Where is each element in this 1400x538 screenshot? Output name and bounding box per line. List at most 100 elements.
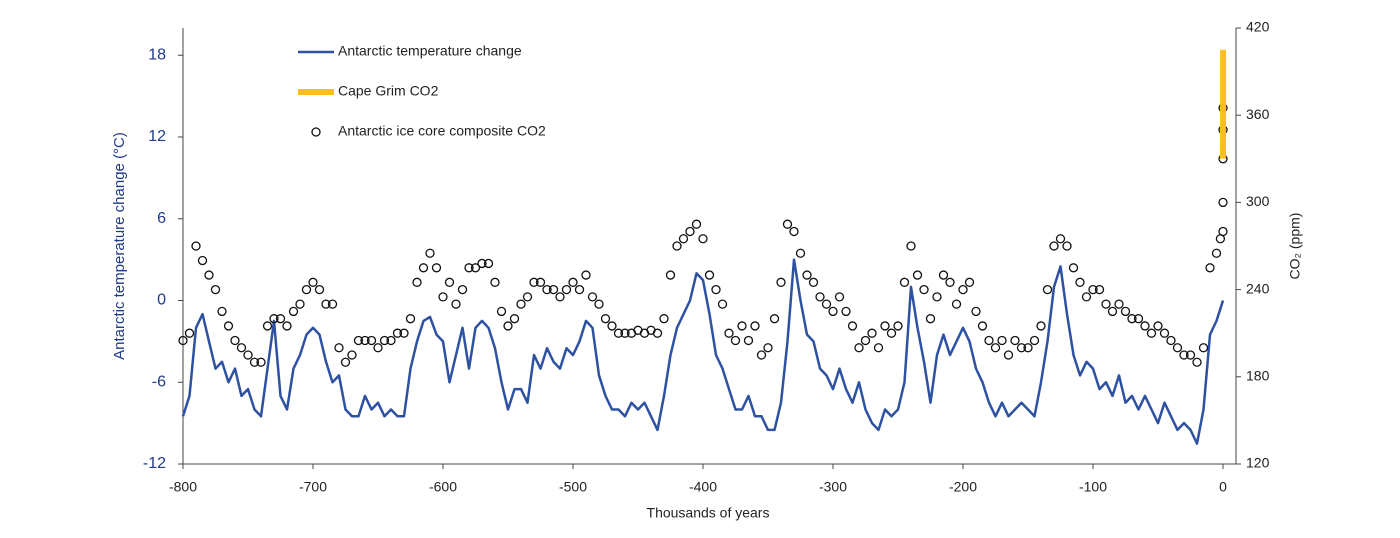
co2-marker bbox=[470, 263, 481, 273]
y-tick-label: 18 bbox=[148, 46, 166, 63]
co2-marker bbox=[665, 270, 676, 280]
co2-marker bbox=[516, 299, 526, 309]
temperature-line bbox=[181, 258, 1225, 445]
co2-marker bbox=[1101, 299, 1111, 309]
co2-marker bbox=[314, 284, 325, 295]
co2-marker bbox=[223, 321, 234, 331]
co2-marker bbox=[698, 234, 708, 244]
co2-marker bbox=[1010, 335, 1020, 346]
co2-marker bbox=[763, 343, 773, 353]
co2-marker bbox=[399, 328, 409, 338]
co2-marker bbox=[230, 335, 240, 346]
co2-marker bbox=[886, 328, 897, 338]
co2-marker bbox=[1153, 321, 1163, 331]
co2-marker bbox=[321, 299, 331, 309]
co2-marker bbox=[1205, 263, 1215, 273]
co2-marker bbox=[1218, 226, 1228, 237]
co2-marker bbox=[912, 270, 923, 280]
co2-marker bbox=[1159, 328, 1170, 338]
co2-marker bbox=[782, 219, 793, 229]
co2-marker bbox=[919, 284, 929, 295]
co2-marker bbox=[405, 314, 416, 324]
co2-marker bbox=[295, 299, 305, 309]
co2-marker bbox=[379, 335, 390, 346]
co2-marker bbox=[1166, 335, 1176, 346]
co2-marker bbox=[496, 306, 507, 317]
co2-marker bbox=[282, 321, 292, 331]
co2-marker bbox=[204, 270, 214, 280]
y-tick-label: -12 bbox=[143, 455, 166, 472]
co2-marker bbox=[301, 284, 312, 295]
co2-marker bbox=[269, 314, 279, 324]
x-tick-label: -500 bbox=[559, 479, 587, 495]
x-tick-label: -300 bbox=[819, 479, 847, 495]
co2-marker bbox=[1107, 306, 1118, 317]
co2-marker bbox=[1185, 350, 1196, 360]
co2-marker bbox=[568, 277, 578, 287]
x-tick-label: -600 bbox=[429, 479, 457, 495]
co2-marker bbox=[711, 284, 721, 295]
co2-marker bbox=[1133, 314, 1144, 324]
y-tick-label: 0 bbox=[157, 292, 166, 309]
legend-marker bbox=[311, 127, 321, 137]
x-tick-label: -700 bbox=[299, 479, 327, 495]
co2-marker bbox=[451, 299, 461, 309]
co2-marker bbox=[236, 343, 247, 353]
co2-marker bbox=[730, 335, 741, 346]
y-tick-label: -6 bbox=[152, 373, 166, 390]
co2-marker bbox=[867, 328, 877, 338]
co2-marker bbox=[815, 292, 825, 302]
y-tick-label: 12 bbox=[148, 128, 166, 145]
co2-marker bbox=[795, 248, 806, 258]
co2-marker bbox=[535, 277, 546, 287]
co2-marker bbox=[548, 284, 559, 295]
co2-marker bbox=[834, 292, 845, 302]
co2-marker bbox=[249, 357, 260, 367]
co2-marker bbox=[717, 299, 728, 309]
co2-marker bbox=[925, 314, 936, 324]
co2-marker bbox=[776, 277, 786, 287]
co2-marker bbox=[444, 277, 455, 287]
co2-marker bbox=[243, 350, 253, 360]
legend-label: Antarctic temperature change bbox=[338, 43, 522, 59]
co2-marker bbox=[477, 258, 487, 269]
co2-marker bbox=[574, 284, 585, 295]
co2-marker bbox=[386, 335, 396, 346]
co2-marker bbox=[958, 284, 968, 295]
co2-marker bbox=[353, 335, 364, 346]
co2-marker bbox=[191, 241, 201, 251]
co2-marker bbox=[1088, 284, 1098, 295]
co2-marker bbox=[756, 350, 767, 360]
co2-marker bbox=[854, 343, 864, 353]
co2-marker bbox=[178, 335, 188, 346]
co2-marker bbox=[347, 350, 357, 360]
x-tick-label: -200 bbox=[949, 479, 977, 495]
co2-marker bbox=[542, 284, 552, 295]
co2-marker bbox=[652, 328, 663, 338]
y2-tick-label: 120 bbox=[1246, 455, 1270, 471]
co2-marker bbox=[1055, 234, 1066, 244]
y2-tick-label: 360 bbox=[1246, 106, 1270, 122]
y2-tick-label: 240 bbox=[1246, 280, 1270, 296]
x-tick-label: -800 bbox=[169, 479, 197, 495]
co2-marker bbox=[509, 314, 520, 324]
co2-marker bbox=[483, 258, 494, 269]
co2-marker bbox=[997, 335, 1007, 346]
co2-marker bbox=[1094, 284, 1105, 295]
co2-marker bbox=[704, 270, 715, 280]
co2-marker bbox=[197, 255, 208, 266]
y-tick-label: 6 bbox=[157, 210, 166, 227]
co2-marker bbox=[1036, 321, 1046, 331]
co2-marker bbox=[828, 306, 838, 317]
co2-marker bbox=[789, 226, 799, 237]
co2-marker bbox=[366, 335, 377, 346]
co2-marker bbox=[750, 321, 760, 331]
co2-marker bbox=[600, 314, 611, 324]
co2-marker bbox=[821, 299, 832, 309]
x-axis-title: Thousands of years bbox=[647, 505, 770, 521]
co2-marker bbox=[860, 335, 871, 346]
co2-marker bbox=[1211, 248, 1222, 258]
co2-marker bbox=[672, 241, 682, 251]
co2-marker bbox=[594, 299, 604, 309]
y2-tick-label: 420 bbox=[1246, 19, 1270, 35]
